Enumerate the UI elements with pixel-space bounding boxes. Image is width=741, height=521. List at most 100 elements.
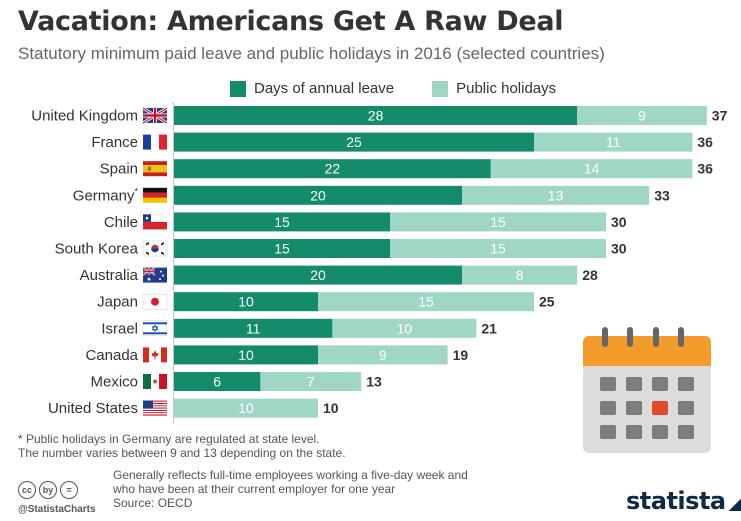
- category-label: Australia: [80, 267, 139, 284]
- mexico-flag-part: [159, 374, 167, 389]
- category-label: Mexico: [90, 374, 138, 391]
- bar-label-public-holidays: 13: [548, 187, 564, 203]
- legend-label-leave: Days of annual leave: [254, 80, 395, 97]
- calendar-cell: [678, 425, 694, 439]
- united-states-flag-part: [143, 401, 167, 403]
- calendar-header-fill: [583, 356, 711, 366]
- united-states-flag-part: [143, 402, 167, 405]
- canada-flag-part: [161, 347, 167, 363]
- germany-flag-part: [143, 192, 167, 198]
- calendar-ring: [653, 327, 659, 347]
- bar-annual-leave: [174, 239, 390, 258]
- legend-item-leave: Days of annual leave: [230, 80, 394, 97]
- bar-label-public-holidays: 15: [418, 294, 434, 310]
- bar-label-annual-leave: 22: [325, 161, 341, 177]
- category-label: Japan: [97, 294, 138, 311]
- legend-label-holidays: Public holidays: [456, 80, 557, 97]
- canada-flag: [143, 347, 167, 363]
- bar-total-label: 13: [366, 374, 382, 390]
- bar-total-label: 21: [481, 320, 497, 336]
- spain-flag-part: [143, 164, 167, 173]
- calendar-cell: [626, 425, 642, 439]
- israel-flag-part: [142, 320, 168, 337]
- australia-flag-part: [143, 270, 155, 272]
- source-label: Source: OECD: [113, 496, 193, 510]
- no-derivatives-icon[interactable]: =: [60, 481, 78, 499]
- bar-label-public-holidays: 10: [397, 320, 413, 336]
- legend-item-holidays: Public holidays: [432, 80, 556, 97]
- attribution-icon[interactable]: by: [39, 481, 57, 499]
- bar-annual-leave: [174, 265, 462, 285]
- bar-label-public-holidays: 10: [238, 400, 254, 416]
- calendar-cell: [652, 377, 668, 391]
- bar-label-public-holidays: 7: [307, 374, 315, 390]
- bar-annual-leave: [174, 318, 333, 338]
- bar-annual-leave: [174, 372, 261, 391]
- france-flag-part: [159, 134, 167, 150]
- category-footnote-marker: *: [134, 186, 138, 196]
- bar-public-holidays: [332, 318, 477, 338]
- bar-label-annual-leave: 20: [310, 267, 326, 283]
- mexico-flag: [143, 374, 167, 389]
- calendar-cell: [626, 401, 642, 415]
- calendar-cell-highlight: [652, 401, 668, 415]
- japan-flag: [142, 293, 168, 310]
- bar-annual-leave: [174, 345, 318, 365]
- bar-total-label: 10: [323, 400, 339, 416]
- bar-total-label: 19: [453, 347, 469, 363]
- chile-flag-part: [145, 216, 149, 220]
- south-korea-flag-part: [151, 248, 159, 253]
- bar-total-label: 36: [697, 134, 713, 150]
- united-states-flag-part: [143, 407, 167, 409]
- bar-public-holidays: [462, 185, 650, 205]
- australia-flag: [142, 266, 167, 283]
- category-label: Germany*: [73, 186, 139, 204]
- bar-public-holidays: [260, 372, 362, 391]
- germany-flag-part: [143, 197, 167, 203]
- bar-label-public-holidays: 11: [606, 134, 621, 150]
- statista-logo[interactable]: statista: [626, 487, 741, 515]
- bar-label-annual-leave: 15: [274, 214, 290, 230]
- bar-public-holidays: [462, 265, 578, 285]
- calendar-cell: [600, 425, 616, 439]
- calendar-cell: [600, 377, 616, 391]
- spain-flag: [143, 161, 167, 177]
- twitter-handle[interactable]: @StatistaCharts: [18, 504, 96, 515]
- france-flag-part: [151, 134, 159, 150]
- category-label: Chile: [104, 214, 138, 231]
- bar-public-holidays: [390, 212, 606, 232]
- uk-flag-part: [143, 114, 167, 117]
- bar-label-public-holidays: 9: [638, 108, 646, 124]
- source-note: Generally reflects full-time employees w…: [113, 468, 468, 510]
- germany-flag-part: [143, 187, 167, 193]
- bar-annual-leave: [174, 159, 491, 179]
- bar-annual-leave: [174, 132, 534, 152]
- bar-label-annual-leave: 20: [310, 187, 326, 203]
- chart-title: Vacation: Americans Get A Raw Deal: [18, 6, 564, 37]
- license-icons: cc by =: [18, 481, 78, 499]
- united-states-flag-part: [143, 400, 167, 402]
- bar-label-annual-leave: 11: [246, 320, 261, 336]
- bar-annual-leave: [174, 106, 578, 125]
- logo-mark-icon: [728, 491, 741, 511]
- australia-flag-part: [147, 277, 151, 281]
- south-korea-flag-part: [145, 242, 165, 255]
- israel-flag-part: [143, 332, 167, 335]
- bar-label-annual-leave: 10: [238, 294, 254, 310]
- united-states-flag-part: [143, 405, 167, 407]
- canada-flag-part: [151, 350, 159, 360]
- germany-flag: [143, 187, 167, 203]
- chile-flag: [143, 214, 167, 230]
- category-label: Canada: [85, 347, 138, 364]
- calendar-cell: [600, 401, 616, 415]
- bar-public-holidays: [577, 106, 707, 125]
- mexico-flag-part: [143, 374, 151, 389]
- united-states-flag-part: [143, 400, 153, 409]
- cc-icon[interactable]: cc: [18, 481, 36, 499]
- bar-label-annual-leave: 6: [213, 374, 221, 390]
- logo-text: statista: [626, 487, 726, 515]
- france-flag-part: [143, 134, 151, 150]
- bar-label-annual-leave: 15: [274, 241, 290, 257]
- israel-flag: [142, 320, 168, 337]
- category-label: Spain: [100, 161, 138, 178]
